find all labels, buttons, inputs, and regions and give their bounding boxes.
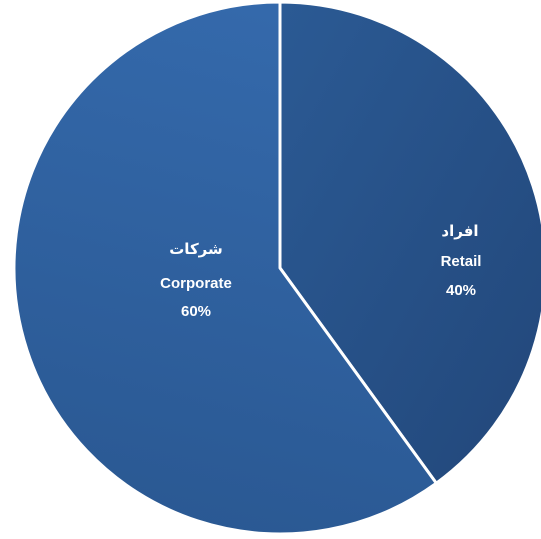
pie-slices	[12, 0, 541, 536]
slice-label-corporate-percent: 60%	[181, 303, 211, 320]
slice-label-corporate-ar: شركات	[169, 241, 223, 258]
slice-label-corporate-en: Corporate	[160, 275, 232, 292]
slice-label-retail-en: Retail	[441, 253, 482, 270]
slice-label-retail-ar: افراد	[441, 223, 478, 240]
slice-label-retail-percent: 40%	[446, 282, 476, 299]
pie-slice-corporate	[12, 0, 438, 536]
pie-slice-retail	[278, 0, 541, 485]
pie-labels: افراد Retail 40% شركات Corporate 60%	[160, 223, 481, 320]
